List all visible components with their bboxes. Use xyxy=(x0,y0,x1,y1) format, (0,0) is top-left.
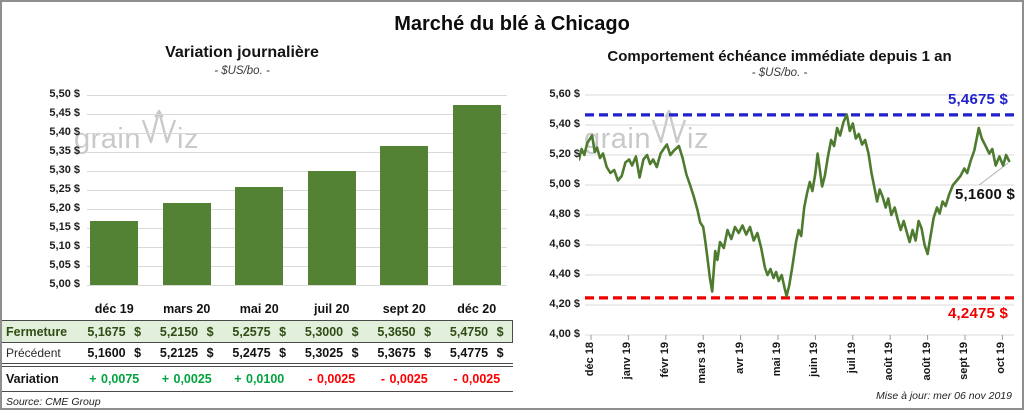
month-header: mars 20 xyxy=(163,302,211,316)
y-axis-tick-label: 4,40 $ xyxy=(549,268,580,280)
variation-value: + 0,0075 xyxy=(89,372,140,386)
x-axis-tick-label: déc 18 xyxy=(584,342,596,377)
fermeture-row-label: Fermeture xyxy=(6,324,68,339)
bar-chart-subtitle: - $US/bo. - xyxy=(214,65,270,77)
y-gridline xyxy=(87,190,507,191)
bar xyxy=(90,221,139,285)
precedent-row-label: Précédent xyxy=(6,346,61,360)
month-header: sept 20 xyxy=(382,302,426,316)
table-fermeture-row: Fermeture 5,1675 $ 5,2150 $ 5,2575 $ 5,3000 … xyxy=(2,320,513,343)
month-header: déc 19 xyxy=(94,302,134,316)
line-chart-subtitle: - $US/bo. - xyxy=(751,67,808,79)
y-axis-tick-label: 5,60 $ xyxy=(549,88,580,100)
y-axis-tick-label: 5,50 $ xyxy=(49,88,80,100)
y-axis-tick-label: 4,60 $ xyxy=(549,238,580,250)
x-axis-tick-label: mai 19 xyxy=(771,342,783,377)
x-axis-tick-label: févr 19 xyxy=(658,342,671,378)
fermeture-value: 5,1675 $ xyxy=(87,324,142,339)
x-axis-tick-label: mars 19 xyxy=(696,342,709,384)
y-axis-tick-label: 5,30 $ xyxy=(49,164,80,176)
support-label: 4,2475 $ xyxy=(948,305,1008,322)
y-axis-tick-label: 5,35 $ xyxy=(49,145,80,157)
bar xyxy=(235,187,284,285)
y-gridline xyxy=(87,95,507,96)
variation-value: - 0,0025 xyxy=(380,372,428,386)
x-axis-tick-label: juin 19 xyxy=(808,342,821,377)
y-axis-tick-label: 5,05 $ xyxy=(49,259,80,271)
line-chart-plot xyxy=(579,94,1014,340)
y-axis-tick-label: 5,20 $ xyxy=(49,202,80,214)
last-price-label: 5,1600 $ xyxy=(955,186,1015,203)
updated-note: Mise à jour: mer 06 nov 2019 xyxy=(876,390,1012,402)
y-axis-tick-label: 5,15 $ xyxy=(49,221,80,233)
bar xyxy=(452,104,501,285)
x-axis-tick-label: août 19 xyxy=(920,342,933,381)
page-title: Marché du blé à Chicago xyxy=(394,13,630,35)
bar xyxy=(162,203,211,285)
watermark-text: grain xyxy=(74,123,141,155)
bar xyxy=(380,146,429,285)
y-axis-tick-label: 5,40 $ xyxy=(549,118,580,130)
table-variation-row: Variation + 0,0075 + 0,0025 + 0,0100 - 0,002… xyxy=(2,367,513,392)
watermark-text: iz xyxy=(687,123,709,155)
line-chart-title: Comportement échéance immédiate depuis 1… xyxy=(607,48,952,65)
y-axis-tick-label: 4,80 $ xyxy=(549,208,580,220)
y-axis-tick-label: 5,00 $ xyxy=(549,178,580,190)
month-header: mai 20 xyxy=(239,302,279,316)
y-gridline xyxy=(87,228,507,229)
variation-row-label: Variation xyxy=(6,372,59,386)
variation-value: + 0,0100 xyxy=(234,372,285,386)
precedent-value: 5,2125 $ xyxy=(159,346,214,360)
precedent-value: 5,3025 $ xyxy=(304,346,359,360)
y-axis-tick-label: 5,25 $ xyxy=(49,183,80,195)
y-gridline xyxy=(87,171,507,172)
y-gridline xyxy=(87,209,507,210)
y-axis-tick-label: 5,40 $ xyxy=(49,126,80,138)
y-axis-tick-label: 5,45 $ xyxy=(49,107,80,119)
bar-chart-title: Variation journalière xyxy=(165,44,319,61)
variation-value: + 0,0025 xyxy=(161,372,212,386)
precedent-value: 5,4775 $ xyxy=(449,346,504,360)
y-gridline xyxy=(87,247,507,248)
precedent-value: 5,3675 $ xyxy=(377,346,432,360)
fermeture-value: 5,3000 $ xyxy=(304,324,359,339)
y-gridline xyxy=(87,266,507,267)
table-months-row: déc 19 mars 20 mai 20 juil 20 sept 20 déc 20 xyxy=(2,298,513,320)
y-axis-tick-label: 5,20 $ xyxy=(549,148,580,160)
source-note: Source: CME Group xyxy=(6,396,101,408)
variation-value: - 0,0025 xyxy=(308,372,356,386)
bar xyxy=(307,171,356,285)
x-axis-tick-label: sept 19 xyxy=(958,342,970,380)
quotes-table: déc 19 mars 20 mai 20 juil 20 sept 20 déc 20 … xyxy=(2,298,513,408)
grainwiz-watermark: grain iz xyxy=(74,108,199,154)
precedent-value: 5,1600 $ xyxy=(87,346,142,360)
fermeture-value: 5,4750 $ xyxy=(449,324,504,339)
y-axis-tick-label: 5,00 $ xyxy=(49,278,80,290)
x-axis-tick-label: janv 19 xyxy=(621,342,634,380)
variation-value: - 0,0025 xyxy=(453,372,501,386)
table-precedent-row: Précédent 5,1600 $ 5,2125 $ 5,2475 $ 5,3025 … xyxy=(2,343,513,367)
fermeture-value: 5,2150 $ xyxy=(159,324,214,339)
y-axis-tick-label: 4,00 $ xyxy=(549,328,580,340)
fermeture-value: 5,3650 $ xyxy=(377,324,432,339)
precedent-value: 5,2475 $ xyxy=(232,346,287,360)
watermark-text: iz xyxy=(177,123,199,155)
y-axis-tick-label: 5,10 $ xyxy=(49,240,80,252)
month-header: juil 20 xyxy=(314,302,350,316)
x-axis-tick-label: août 19 xyxy=(883,342,896,381)
resistance-label: 5,4675 $ xyxy=(948,91,1008,108)
zigzag-w-icon xyxy=(141,108,177,154)
y-gridline xyxy=(87,285,507,286)
fermeture-value: 5,2575 $ xyxy=(232,324,287,339)
y-axis-tick-label: 4,20 $ xyxy=(549,298,580,310)
month-header: déc 20 xyxy=(457,302,497,316)
